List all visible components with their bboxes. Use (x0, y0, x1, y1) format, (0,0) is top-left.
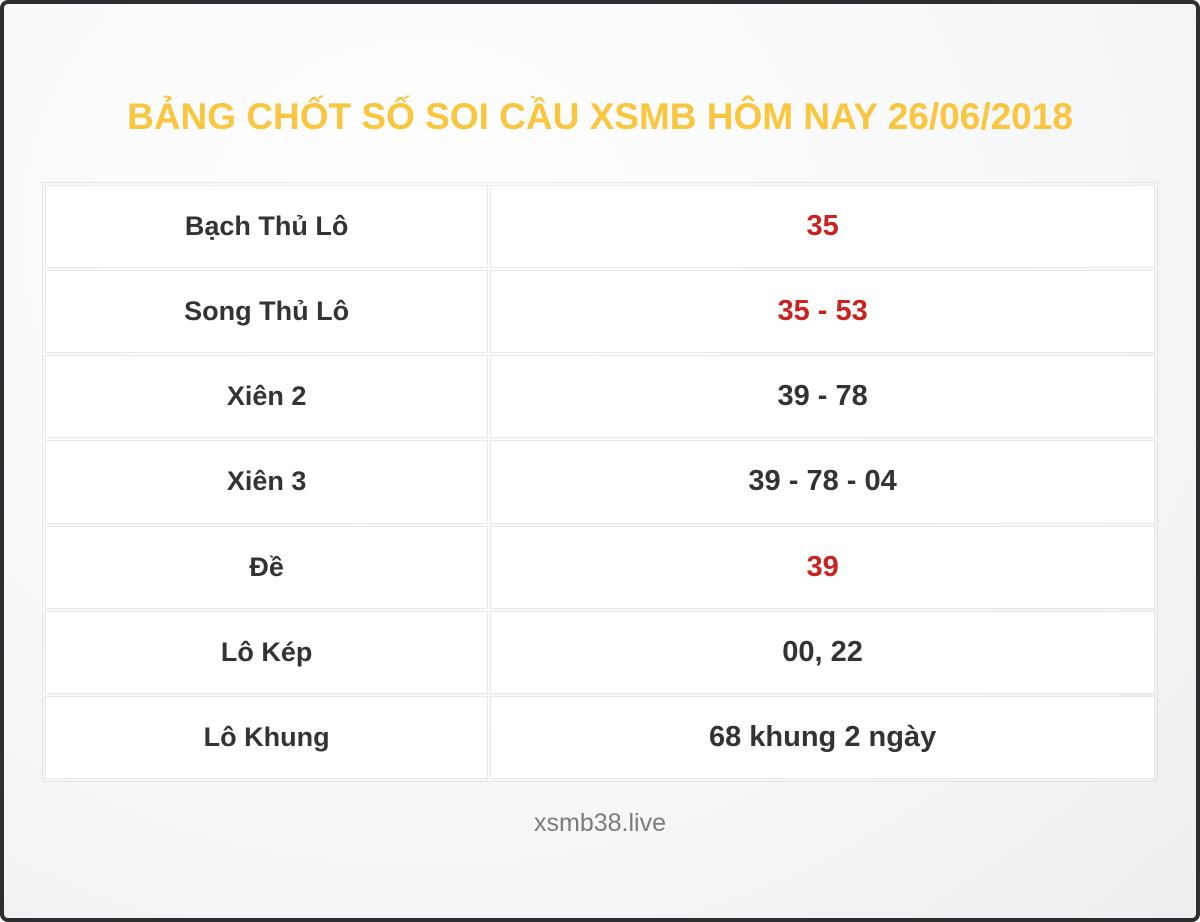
table-row: Đề 39 (45, 525, 1155, 609)
row-value: 68 khung 2 ngày (490, 695, 1155, 779)
prediction-table-body: Bạch Thủ Lô 35 Song Thủ Lô 35 - 53 Xiên … (45, 185, 1155, 779)
row-value: 35 - 53 (490, 270, 1155, 354)
row-label: Bạch Thủ Lô (45, 185, 489, 269)
row-label: Đề (45, 525, 489, 609)
table-row: Xiên 3 39 - 78 - 04 (45, 440, 1155, 524)
row-label: Song Thủ Lô (45, 270, 489, 354)
prediction-table: Bạch Thủ Lô 35 Song Thủ Lô 35 - 53 Xiên … (42, 182, 1158, 782)
table-row: Lô Kép 00, 22 (45, 610, 1155, 694)
site-footer-text: xsmb38.live (534, 809, 666, 837)
table-row: Song Thủ Lô 35 - 53 (45, 270, 1155, 354)
row-label: Lô Kép (45, 610, 489, 694)
row-value: 35 (490, 185, 1155, 269)
table-row: Xiên 2 39 - 78 (45, 355, 1155, 439)
table-row: Bạch Thủ Lô 35 (45, 185, 1155, 269)
page-title: BẢNG CHỐT SỐ SOI CẦU XSMB HÔM NAY 26/06/… (127, 96, 1073, 137)
row-label: Xiên 2 (45, 355, 489, 439)
row-label: Xiên 3 (45, 440, 489, 524)
table-row: Lô Khung 68 khung 2 ngày (45, 695, 1155, 779)
row-label: Lô Khung (45, 695, 489, 779)
row-value: 39 - 78 (490, 355, 1155, 439)
row-value: 00, 22 (490, 610, 1155, 694)
row-value: 39 - 78 - 04 (490, 440, 1155, 524)
row-value: 39 (490, 525, 1155, 609)
